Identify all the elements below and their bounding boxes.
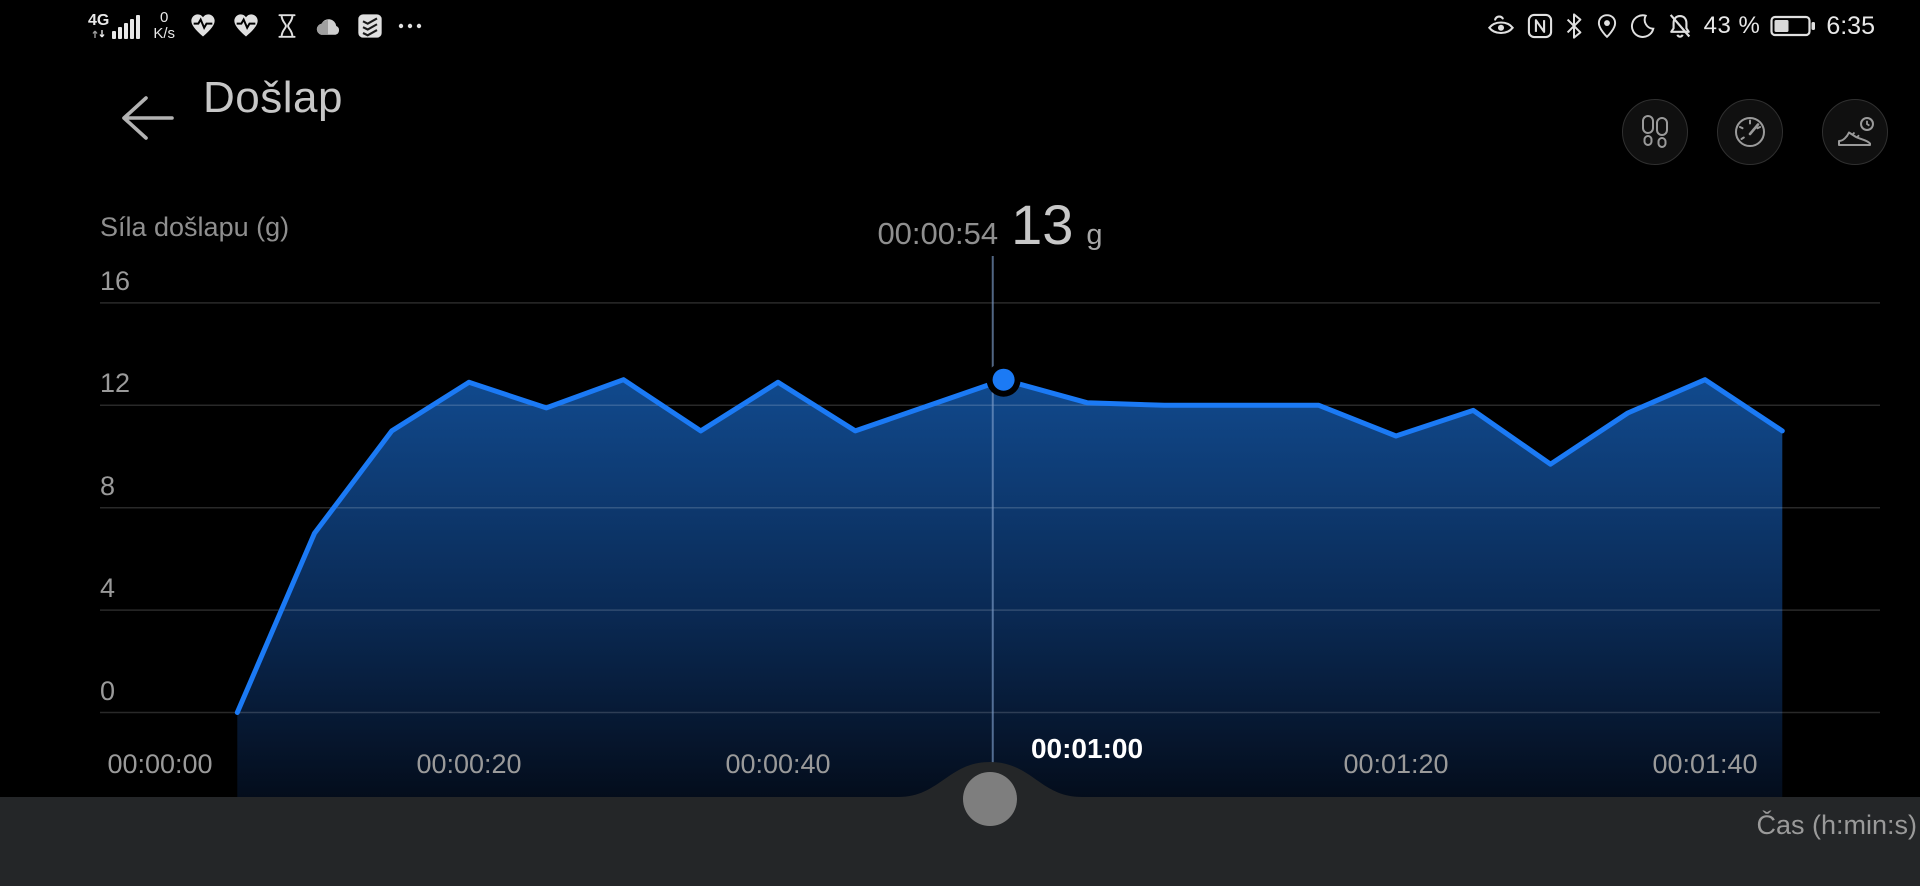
tooltip-value: 13: [1011, 193, 1074, 256]
y-axis-title: Síla došlapu (g): [100, 212, 290, 242]
scrubber-strip: [0, 755, 1920, 886]
y-tick-label-16: 16: [100, 265, 131, 296]
selected-point-marker[interactable]: [992, 368, 1015, 391]
battery-icon: [1770, 15, 1816, 37]
location-icon: [1597, 14, 1616, 39]
cloud-icon: [316, 19, 340, 35]
scrubber-track[interactable]: [0, 762, 1920, 886]
hourglass-icon: [278, 14, 296, 38]
tasks-icon: [358, 14, 382, 38]
page-title: Došlap: [203, 73, 343, 122]
cadence-gauge-button[interactable]: [1717, 99, 1783, 165]
eye-comfort-icon: [1487, 15, 1514, 35]
x-tick-label-40s: 00:00:40: [725, 749, 831, 779]
heart-rate-icon: [191, 14, 215, 37]
selection-tooltip: 00:00:54 13 g: [840, 192, 1140, 257]
network-type: 4G: [88, 13, 109, 39]
battery-percent-label: 43 %: [1703, 12, 1761, 39]
x-tick-label-20s: 00:00:20: [416, 749, 522, 779]
shoe-history-icon: [1838, 117, 1874, 146]
footprints-icon: [1642, 115, 1668, 148]
signal-bars-icon: 4G: [88, 13, 141, 39]
do-not-disturb-icon: [1630, 14, 1655, 38]
network-arrows-icon: [92, 30, 105, 38]
back-arrow-icon: [122, 96, 174, 140]
nfc-icon: [1527, 13, 1552, 39]
x-tick-label-60s: 00:01:00: [1030, 733, 1144, 764]
shoe-history-button[interactable]: [1822, 99, 1888, 165]
network-speed: 0 K/s: [153, 10, 175, 42]
network-type-label: 4G: [88, 12, 110, 29]
status-bar-right: 43 % 6:35: [1486, 4, 1875, 48]
tooltip-time: 00:00:54: [877, 216, 999, 251]
y-tick-label-4: 4: [100, 573, 116, 604]
x-tick-label-100s: 00:01:40: [1652, 749, 1758, 779]
footprints-button[interactable]: [1622, 99, 1688, 165]
status-bar: 4G 0 K/s: [0, 4, 1920, 48]
cadence-gauge-icon: [1735, 117, 1765, 147]
chart-area-fill: [237, 379, 1783, 797]
signal-strength-bars: [112, 13, 141, 39]
x-tick-label-80s: 00:01:20: [1343, 749, 1449, 779]
network-speed-unit: K/s: [153, 25, 176, 42]
bluetooth-icon: [1566, 13, 1582, 39]
network-speed-value: 0: [160, 9, 169, 27]
x-tick-label-0s: 00:00:00: [107, 749, 213, 779]
tooltip-unit: g: [1086, 219, 1103, 251]
chart-gridlines: [100, 302, 1880, 714]
more-dots-icon: [398, 23, 422, 29]
alarm-muted-icon: [1669, 14, 1690, 38]
x-axis-title: Čas (h:min:s): [1756, 810, 1917, 840]
y-tick-label-0: 0: [100, 675, 116, 706]
y-tick-label-8: 8: [100, 470, 116, 501]
heart-rate-icon: [234, 14, 258, 37]
back-button[interactable]: [116, 92, 178, 144]
status-bar-left: 4G 0 K/s: [88, 4, 423, 48]
clock-label: 6:35: [1826, 11, 1875, 40]
scrubber-handle[interactable]: [963, 772, 1017, 826]
chart-series-line: [234, 377, 1785, 715]
y-tick-label-12: 12: [100, 368, 131, 399]
